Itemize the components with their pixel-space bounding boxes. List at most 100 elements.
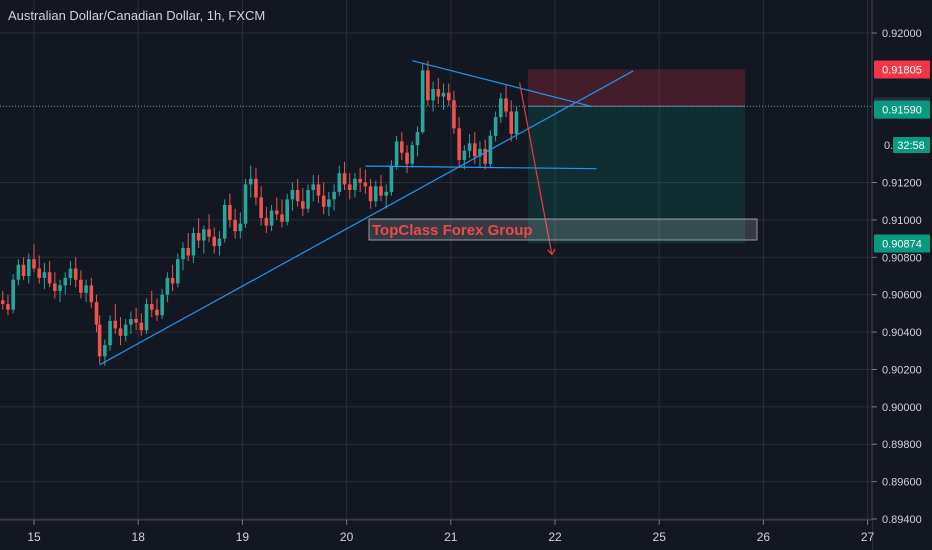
candle-body[interactable]	[472, 143, 477, 157]
candle-body[interactable]	[457, 128, 461, 161]
candle-body[interactable]	[426, 70, 430, 101]
candle-body[interactable]	[321, 195, 326, 207]
candle-body[interactable]	[509, 111, 514, 134]
candle-body[interactable]	[478, 148, 482, 157]
candle-body[interactable]	[379, 186, 383, 196]
candle-body[interactable]	[306, 190, 310, 209]
candle-body[interactable]	[32, 259, 36, 269]
candle-body[interactable]	[118, 328, 123, 336]
candle-body[interactable]	[301, 201, 305, 209]
candle-body[interactable]	[238, 223, 243, 232]
annotation-box[interactable]	[368, 218, 758, 241]
candle-body[interactable]	[389, 165, 394, 192]
stop-loss-zone[interactable]	[528, 69, 745, 107]
candle-body[interactable]	[113, 320, 118, 329]
candlesticks[interactable]	[0, 61, 519, 366]
candle-body[interactable]	[280, 214, 284, 222]
candle-body[interactable]	[11, 279, 15, 310]
candle-body[interactable]	[358, 178, 362, 183]
candle-body[interactable]	[68, 268, 73, 278]
candle-body[interactable]	[186, 247, 191, 256]
candle-body[interactable]	[196, 233, 201, 241]
candle-body[interactable]	[274, 210, 279, 215]
candle-body[interactable]	[165, 277, 170, 295]
candle-body[interactable]	[202, 229, 206, 241]
candle-body[interactable]	[504, 98, 508, 112]
uptrend-line[interactable]	[99, 70, 634, 366]
candle-body[interactable]	[233, 219, 237, 232]
candle-body[interactable]	[363, 182, 368, 187]
candle-body[interactable]	[436, 89, 441, 97]
candle-body[interactable]	[73, 268, 78, 280]
candle-body[interactable]	[405, 152, 409, 164]
candle-body[interactable]	[181, 247, 185, 260]
candle-body[interactable]	[53, 283, 57, 291]
candle-body[interactable]	[144, 304, 149, 331]
candle-body[interactable]	[394, 141, 399, 166]
candle-body[interactable]	[89, 285, 94, 303]
candle-body[interactable]	[347, 184, 352, 191]
candle-body[interactable]	[212, 236, 217, 247]
candle-body[interactable]	[493, 117, 498, 136]
trend-drawings[interactable]	[99, 60, 634, 366]
candle-body[interactable]	[134, 318, 138, 323]
price-axis[interactable]: 0.92000 0.91200 0.91000 0.90800 0.90600 0.904…	[871, 0, 932, 550]
candle-body[interactable]	[129, 318, 133, 325]
candle-body[interactable]	[431, 89, 435, 101]
candle-body[interactable]	[191, 233, 196, 256]
candle-body[interactable]	[58, 285, 62, 291]
candle-body[interactable]	[42, 272, 47, 278]
candle-body[interactable]	[452, 100, 456, 129]
candle-body[interactable]	[94, 302, 99, 325]
candle-body[interactable]	[108, 320, 112, 346]
candle-body[interactable]	[103, 345, 107, 357]
candle-body[interactable]	[483, 148, 487, 164]
upper-wedge-line[interactable]	[412, 60, 592, 108]
candle-body[interactable]	[37, 268, 42, 278]
candle-body[interactable]	[207, 229, 211, 237]
candle-body[interactable]	[248, 178, 253, 185]
candle-body[interactable]	[84, 285, 88, 293]
candle-body[interactable]	[462, 150, 467, 161]
candle-body[interactable]	[97, 324, 102, 357]
candle-body[interactable]	[63, 277, 68, 286]
candle-body[interactable]	[269, 210, 274, 226]
candle-body[interactable]	[353, 178, 357, 191]
candle-body[interactable]	[410, 145, 415, 164]
candle-body[interactable]	[373, 186, 378, 202]
candle-body[interactable]	[290, 190, 295, 200]
candle-body[interactable]	[400, 141, 404, 153]
candle-body[interactable]	[514, 111, 519, 134]
candle-body[interactable]	[332, 191, 336, 200]
support-line[interactable]	[365, 165, 597, 170]
candle-body[interactable]	[499, 98, 503, 118]
candle-body[interactable]	[316, 184, 321, 196]
candle-body[interactable]	[415, 132, 420, 146]
candle-body[interactable]	[26, 259, 31, 276]
candle-body[interactable]	[160, 294, 164, 316]
candle-body[interactable]	[441, 92, 446, 97]
candle-body[interactable]	[420, 70, 425, 133]
candle-body[interactable]	[243, 184, 248, 224]
candle-body[interactable]	[368, 186, 373, 202]
candle-body[interactable]	[217, 238, 222, 247]
candle-body[interactable]	[467, 143, 472, 151]
candle-body[interactable]	[47, 272, 52, 284]
candle-body[interactable]	[139, 322, 144, 331]
candle-body[interactable]	[259, 197, 263, 219]
candle-body[interactable]	[228, 204, 232, 220]
take-profit-zone[interactable]	[528, 106, 745, 244]
time-axis[interactable]: 15 18 19 20 21 22 25 26 27	[0, 519, 875, 550]
candle-body[interactable]	[16, 264, 21, 280]
candle-body[interactable]	[295, 190, 300, 202]
candle-body[interactable]	[254, 178, 258, 198]
candle-body[interactable]	[342, 173, 347, 185]
candle-body[interactable]	[264, 218, 269, 226]
candle-body[interactable]	[337, 173, 342, 192]
candle-body[interactable]	[149, 304, 154, 310]
candle-body[interactable]	[384, 191, 388, 196]
candle-body[interactable]	[175, 259, 180, 284]
candle-body[interactable]	[0, 300, 5, 305]
candle-body[interactable]	[311, 184, 316, 191]
candle-body[interactable]	[6, 304, 10, 310]
